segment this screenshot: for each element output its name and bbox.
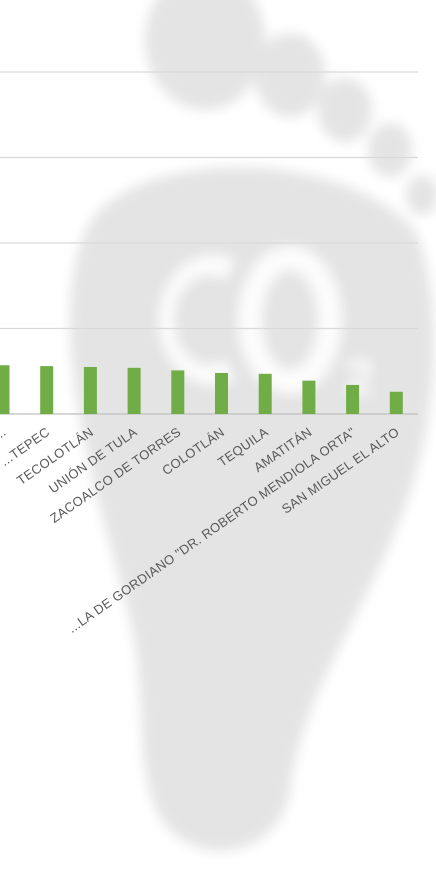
bar xyxy=(0,365,10,414)
bar xyxy=(346,384,360,414)
bar xyxy=(127,367,141,414)
bar xyxy=(389,391,403,414)
bar xyxy=(215,372,228,414)
bar xyxy=(171,370,185,414)
gridlines xyxy=(0,71,418,415)
bar xyxy=(40,366,54,414)
bar xyxy=(302,380,316,414)
bars xyxy=(0,365,403,414)
bar xyxy=(258,373,272,414)
category-tick-label: ... xyxy=(0,424,9,443)
bar xyxy=(83,366,97,414)
